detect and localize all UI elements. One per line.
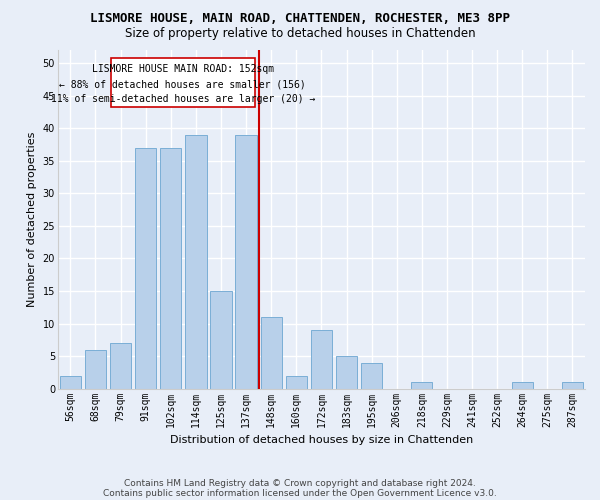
Bar: [260, 317, 282, 388]
Text: ← 88% of detached houses are smaller (156): ← 88% of detached houses are smaller (15…: [59, 80, 306, 90]
Bar: [211, 291, 232, 388]
Bar: [135, 148, 157, 388]
Bar: [110, 58, 255, 108]
X-axis label: Distribution of detached houses by size in Chattenden: Distribution of detached houses by size …: [170, 435, 473, 445]
Bar: [60, 376, 81, 388]
Text: Contains public sector information licensed under the Open Government Licence v3: Contains public sector information licen…: [103, 488, 497, 498]
Bar: [160, 148, 181, 388]
Bar: [361, 362, 382, 388]
Y-axis label: Number of detached properties: Number of detached properties: [27, 132, 37, 307]
Bar: [185, 134, 206, 388]
Bar: [311, 330, 332, 388]
Bar: [286, 376, 307, 388]
Bar: [562, 382, 583, 388]
Text: Contains HM Land Registry data © Crown copyright and database right 2024.: Contains HM Land Registry data © Crown c…: [124, 478, 476, 488]
Text: Size of property relative to detached houses in Chattenden: Size of property relative to detached ho…: [125, 28, 475, 40]
Bar: [336, 356, 357, 388]
Text: LISMORE HOUSE, MAIN ROAD, CHATTENDEN, ROCHESTER, ME3 8PP: LISMORE HOUSE, MAIN ROAD, CHATTENDEN, RO…: [90, 12, 510, 26]
Bar: [85, 350, 106, 389]
Bar: [512, 382, 533, 388]
Text: LISMORE HOUSE MAIN ROAD: 152sqm: LISMORE HOUSE MAIN ROAD: 152sqm: [92, 64, 274, 74]
Bar: [235, 134, 257, 388]
Bar: [411, 382, 433, 388]
Text: 11% of semi-detached houses are larger (20) →: 11% of semi-detached houses are larger (…: [50, 94, 315, 104]
Bar: [110, 343, 131, 388]
